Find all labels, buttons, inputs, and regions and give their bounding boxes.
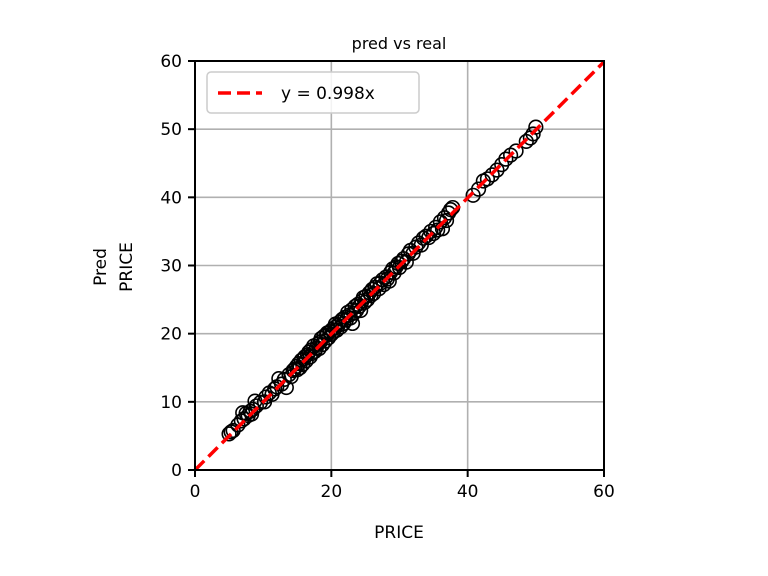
data-point: [421, 229, 437, 246]
data-point: [281, 366, 297, 383]
x-tick-label: 40: [457, 482, 479, 502]
chart-title: pred vs real: [352, 34, 447, 53]
y-axis-label-line-1: Pred: [91, 248, 111, 286]
y-tick-label: 50: [160, 120, 182, 140]
data-point: [528, 119, 544, 135]
data-point: [276, 371, 292, 387]
y-tick-label: 10: [160, 393, 182, 413]
legend: y = 0.998x: [206, 71, 420, 114]
data-point: [432, 214, 449, 230]
data-point: [371, 281, 387, 297]
fit-line: [193, 60, 606, 472]
x-tick-label: 0: [190, 482, 201, 502]
data-point: [221, 426, 237, 442]
scatter-points: [221, 119, 544, 442]
data-point: [289, 362, 305, 378]
y-tick-label: 30: [160, 257, 182, 277]
y-tick-label: 20: [160, 325, 182, 345]
y-tick-label: 60: [160, 52, 182, 72]
data-point: [479, 171, 496, 187]
x-tick-label: 20: [321, 482, 343, 502]
y-tick-label: 40: [160, 188, 182, 208]
data-point: [365, 285, 382, 302]
data-point: [423, 223, 439, 240]
data-point: [525, 126, 541, 142]
data-point: [438, 212, 455, 229]
axis-ticks: 0 20 40 60 0 10 20 30 40 50 60: [160, 52, 614, 502]
x-tick-label: 60: [593, 482, 615, 502]
data-point: [508, 143, 524, 159]
data-point: [248, 398, 264, 414]
data-point: [428, 219, 444, 235]
data-point: [425, 225, 442, 242]
y-axis-label-line-2: PRICE: [117, 242, 137, 292]
legend-label: y = 0.998x: [281, 84, 375, 104]
legend-box: [206, 71, 420, 114]
data-point: [489, 162, 505, 178]
y-tick-label: 0: [171, 461, 182, 481]
data-point: [470, 181, 487, 197]
x-axis-label: PRICE: [374, 523, 424, 543]
data-point: [498, 151, 514, 167]
data-point: [386, 265, 402, 281]
data-point: [225, 422, 241, 439]
data-point: [484, 167, 500, 183]
